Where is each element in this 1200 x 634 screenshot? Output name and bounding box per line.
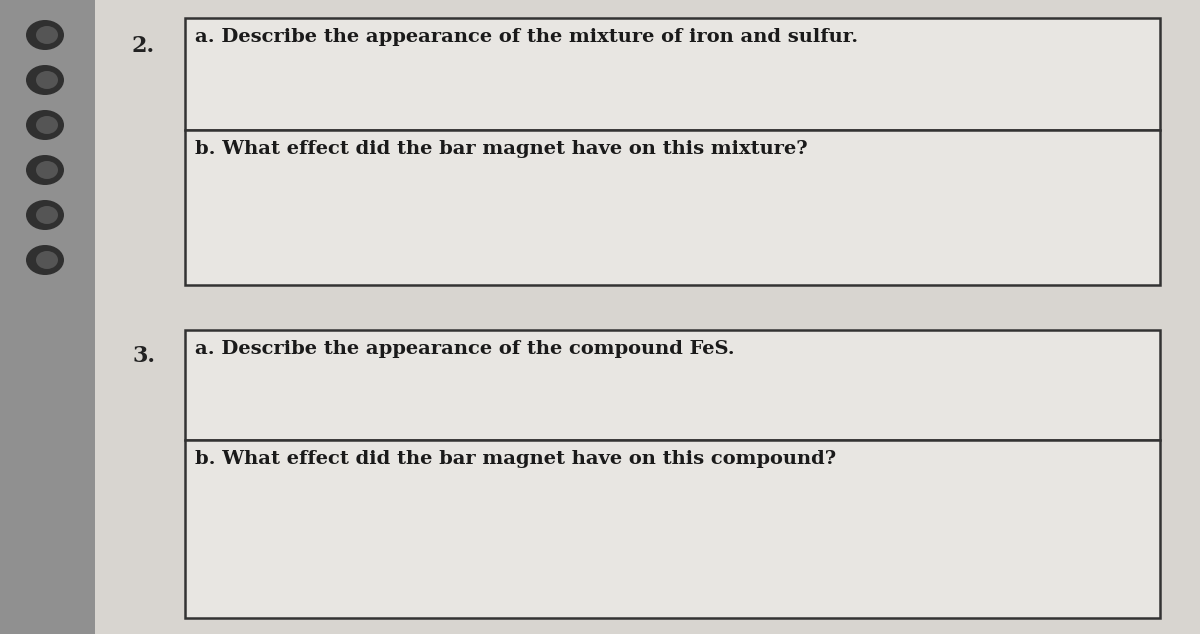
- Text: 3.: 3.: [132, 345, 155, 367]
- Bar: [0, 0, 100, 634]
- Bar: [185, 130, 1160, 285]
- Ellipse shape: [36, 116, 58, 134]
- Ellipse shape: [36, 161, 58, 179]
- Bar: [185, 440, 1160, 618]
- Ellipse shape: [36, 71, 58, 89]
- Text: b. What effect did the bar magnet have on this mixture?: b. What effect did the bar magnet have o…: [194, 140, 808, 158]
- Text: a. Describe the appearance of the mixture of iron and sulfur.: a. Describe the appearance of the mixtur…: [194, 28, 858, 46]
- Ellipse shape: [26, 110, 64, 140]
- Ellipse shape: [36, 251, 58, 269]
- Ellipse shape: [26, 245, 64, 275]
- Ellipse shape: [26, 20, 64, 50]
- Text: b. What effect did the bar magnet have on this compound?: b. What effect did the bar magnet have o…: [194, 450, 836, 468]
- Ellipse shape: [26, 65, 64, 95]
- Ellipse shape: [26, 200, 64, 230]
- Text: a. Describe the appearance of the compound FeS.: a. Describe the appearance of the compou…: [194, 340, 734, 358]
- Ellipse shape: [36, 206, 58, 224]
- Bar: [185, 330, 1160, 440]
- Bar: [185, 18, 1160, 130]
- Ellipse shape: [26, 155, 64, 185]
- Text: 2.: 2.: [132, 35, 155, 57]
- Bar: [95, 0, 110, 634]
- Ellipse shape: [36, 26, 58, 44]
